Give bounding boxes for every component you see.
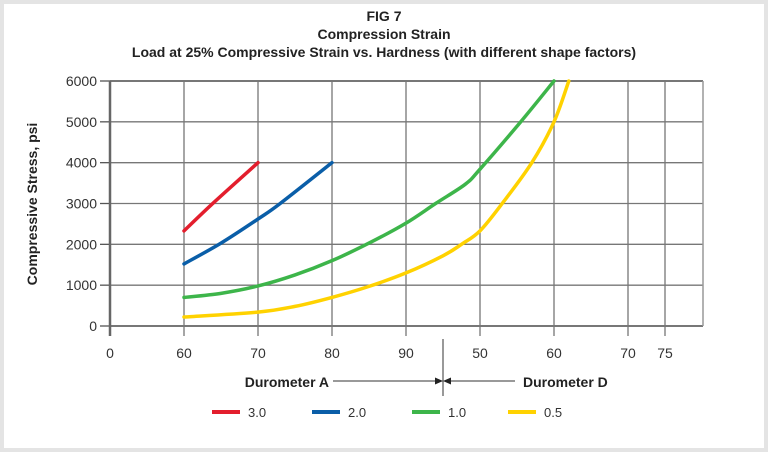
legend: 3.0 2.0 1.0 0.5 [212,405,562,420]
y-tick-label: 6000 [66,73,97,89]
x-tick-label: 70 [620,345,636,361]
durometer-d-arrowhead-icon [443,377,451,385]
chart-subtitle: Compression Strain [317,26,451,42]
x-tick-label: 60 [546,345,562,361]
series-lines [182,79,571,319]
x-tick-label: 50 [472,345,488,361]
series-line-0.5 [182,79,571,319]
y-tick-label: 3000 [66,196,97,212]
y-axis-label: Compressive Stress, psi [24,123,40,286]
y-tick-label: 0 [89,318,97,334]
chart-subtitle-2: Load at 25% Compressive Strain vs. Hardn… [131,44,637,60]
durometer-a-arrowhead-icon [435,377,443,385]
series-line-3.0 [182,160,260,233]
series-line-1.0 [182,79,556,300]
axes: 0 1000 2000 3000 4000 5000 6000 0 60 70 80 90 50 60 70… [66,73,704,396]
legend-label: 2.0 [348,405,366,420]
y-tick-label: 1000 [66,277,97,293]
series-line-2.0 [182,160,334,266]
x-tick-label: 60 [176,345,192,361]
y-tick-label: 4000 [66,155,97,171]
x-tick-label: 75 [657,345,673,361]
x-tick-label: 90 [398,345,414,361]
x-tick-label: 80 [324,345,340,361]
x-axis-label-durometer-d: Durometer D [523,374,608,390]
x-tick-label: 70 [250,345,266,361]
legend-label: 3.0 [248,405,266,420]
grid [109,80,703,336]
legend-label: 0.5 [544,405,562,420]
legend-label: 1.0 [448,405,466,420]
x-axis-label-durometer-a: Durometer A [245,374,329,390]
chart-title: FIG 7 [366,8,402,24]
y-tick-label: 5000 [66,114,97,130]
chart-frame [4,4,764,448]
x-tick-label: 0 [106,345,114,361]
y-tick-label: 2000 [66,236,97,252]
